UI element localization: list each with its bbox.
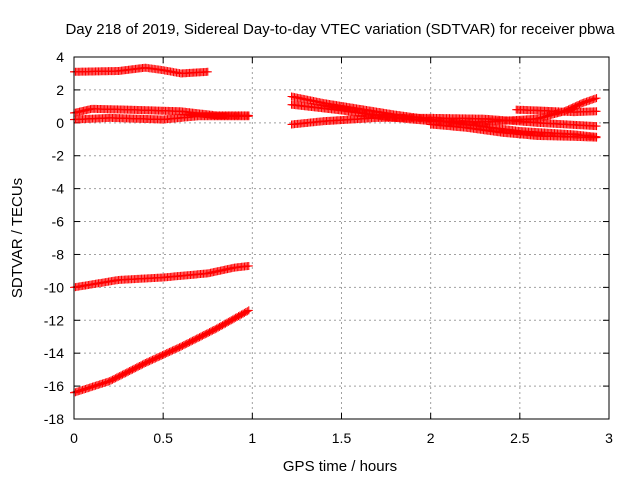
data-point (243, 307, 252, 316)
data-point (244, 112, 253, 121)
series-s10 (512, 105, 601, 117)
y-tick-label: -4 (52, 181, 65, 197)
data-point (244, 306, 253, 315)
data-point (592, 94, 601, 103)
x-tick-label: 2 (427, 430, 435, 446)
series-s5 (70, 306, 253, 397)
data-markers (70, 63, 601, 397)
plot-frame (73, 56, 610, 420)
x-tick-label: 3 (605, 430, 613, 446)
y-tick-label: -6 (52, 214, 65, 230)
series-s9 (426, 120, 601, 142)
series-s8 (287, 113, 601, 131)
x-tick-label: 0 (70, 430, 78, 446)
data-point (203, 67, 212, 76)
y-tick-label: 2 (56, 82, 64, 98)
y-axis-label: SDTVAR / TECUs (9, 178, 26, 298)
y-tick-label: -2 (52, 148, 65, 164)
y-tick-label: 0 (56, 115, 64, 131)
chart-title: Day 218 of 2019, Sidereal Day-to-day VTE… (65, 21, 615, 38)
series-s4 (70, 261, 253, 292)
axis-ticks: 0 0.5 1 1.5 2 2.5 3 4 2 0 -2 -4 -6 -8 -10 -12 -14 -16 -18 (44, 49, 613, 446)
y-tick-label: -10 (44, 279, 64, 295)
x-tick-label: 0.5 (153, 430, 173, 446)
data-point (592, 107, 601, 116)
x-tick-label: 1 (248, 430, 256, 446)
data-point (592, 133, 601, 142)
data-point (592, 122, 601, 131)
y-tick-label: -16 (44, 378, 64, 394)
y-tick-label: -14 (44, 345, 64, 361)
x-tick-label: 2.5 (510, 430, 530, 446)
y-tick-label: 4 (56, 49, 64, 65)
x-tick-label: 1.5 (332, 430, 352, 446)
x-axis-label: GPS time / hours (283, 458, 397, 475)
y-tick-label: -12 (44, 312, 64, 328)
y-tick-label: -18 (44, 411, 64, 427)
series-s3 (70, 112, 253, 124)
y-tick-label: -8 (52, 246, 65, 262)
series-s1 (70, 63, 212, 78)
data-point (244, 261, 253, 270)
